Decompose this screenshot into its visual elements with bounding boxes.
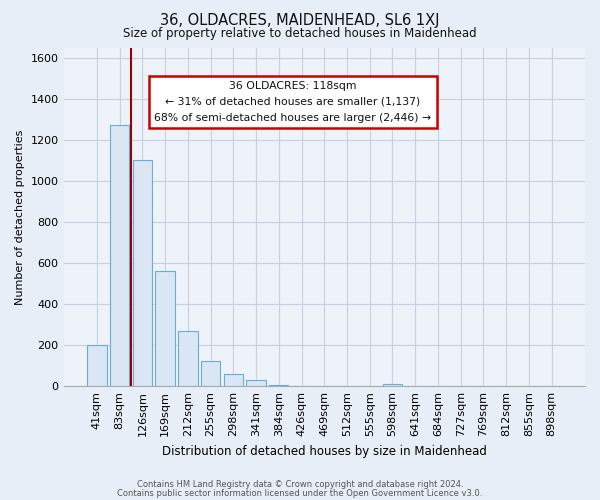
Bar [178,331,197,386]
Bar [110,126,130,386]
Y-axis label: Number of detached properties: Number of detached properties [15,129,25,304]
Bar [269,385,289,386]
Text: Contains HM Land Registry data © Crown copyright and database right 2024.: Contains HM Land Registry data © Crown c… [137,480,463,489]
X-axis label: Distribution of detached houses by size in Maidenhead: Distribution of detached houses by size … [162,444,487,458]
Bar [383,384,402,386]
Bar [155,271,175,386]
Bar [224,374,243,386]
Bar [201,360,220,386]
Bar [133,160,152,386]
Text: Contains public sector information licensed under the Open Government Licence v3: Contains public sector information licen… [118,488,482,498]
Bar [87,345,107,386]
Text: 36 OLDACRES: 118sqm
← 31% of detached houses are smaller (1,137)
68% of semi-det: 36 OLDACRES: 118sqm ← 31% of detached ho… [154,82,431,122]
Text: Size of property relative to detached houses in Maidenhead: Size of property relative to detached ho… [123,28,477,40]
Bar [247,380,266,386]
Text: 36, OLDACRES, MAIDENHEAD, SL6 1XJ: 36, OLDACRES, MAIDENHEAD, SL6 1XJ [160,12,440,28]
